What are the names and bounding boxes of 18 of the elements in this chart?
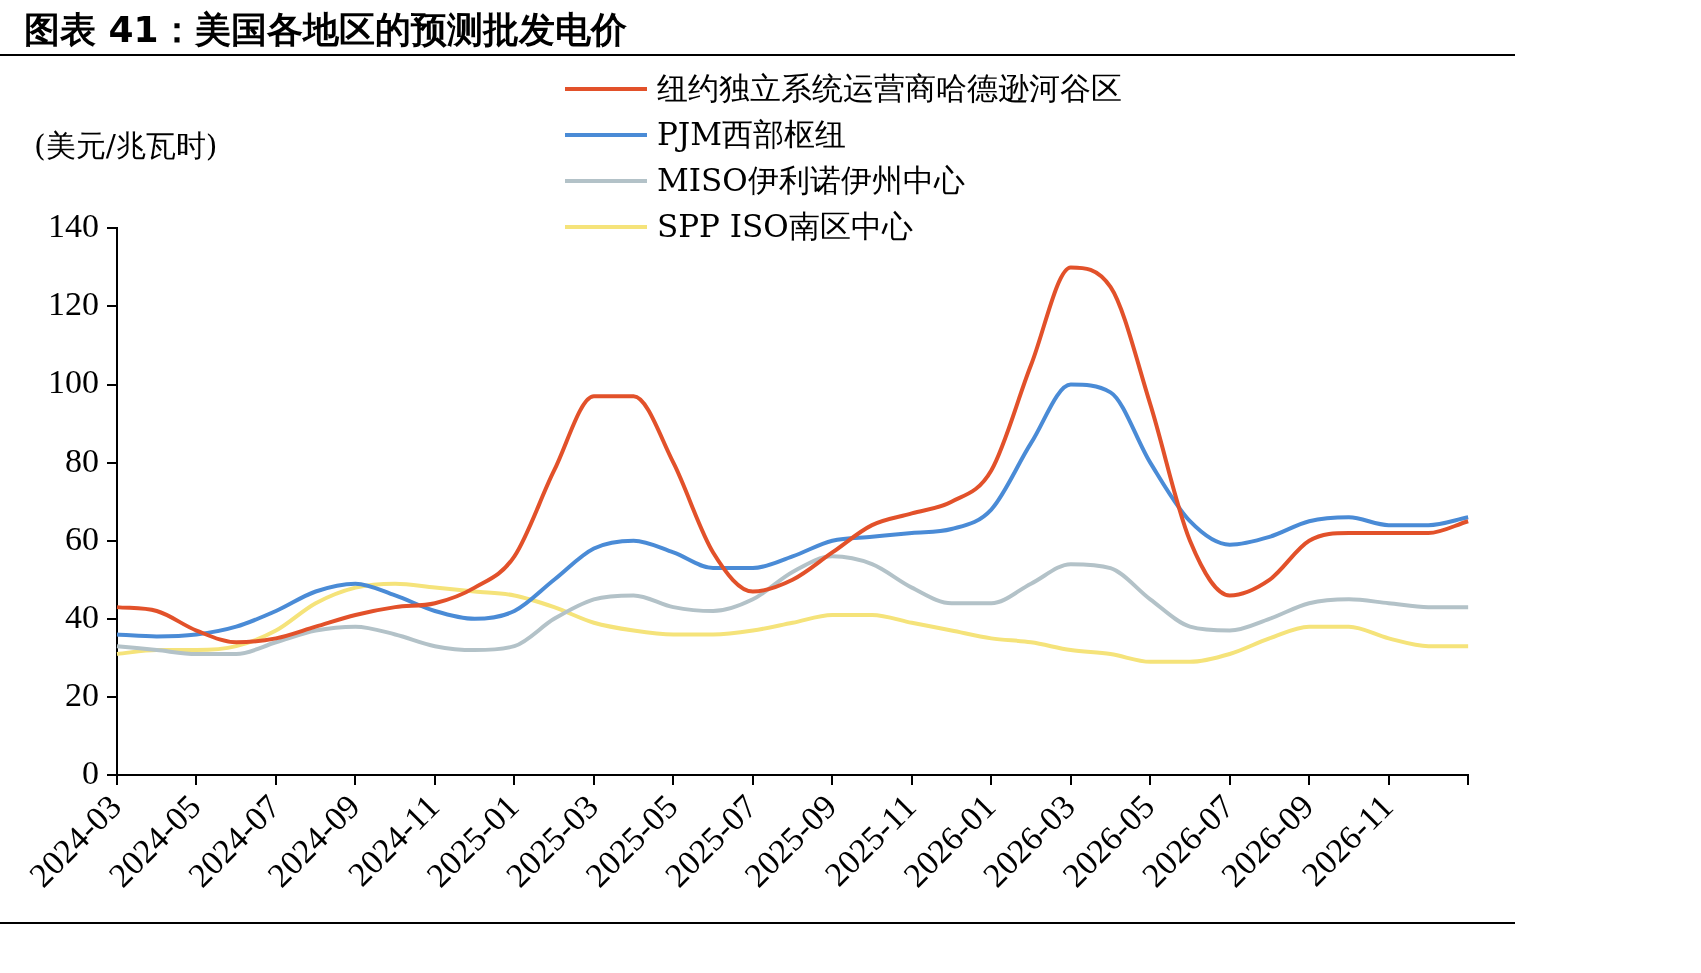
y-tick-label: 120	[48, 285, 99, 323]
y-tick-label: 40	[65, 597, 99, 635]
legend-label: SPP ISO南区中心	[656, 207, 914, 246]
y-tick-label: 140	[48, 207, 99, 245]
y-tick-label: 100	[48, 363, 99, 401]
legend-label: MISO伊利诺伊州中心	[656, 161, 966, 200]
y-tick-label: 60	[65, 519, 99, 557]
legend-label: PJM西部枢纽	[656, 115, 848, 154]
legend-label: 纽约独立系统运营商哈德逊河谷区	[656, 69, 1122, 108]
line-series	[115, 581, 1471, 664]
y-tick-label: 80	[65, 441, 99, 479]
line-series	[115, 382, 1471, 639]
line-series	[115, 554, 1471, 656]
chart-title: 图表 41：美国各地区的预测批发电价	[24, 8, 627, 52]
y-tick-label: 0	[82, 753, 99, 791]
y-axis-title: (美元/兆瓦时)	[34, 127, 218, 165]
line-series	[115, 265, 1471, 645]
y-tick-label: 20	[65, 675, 99, 713]
